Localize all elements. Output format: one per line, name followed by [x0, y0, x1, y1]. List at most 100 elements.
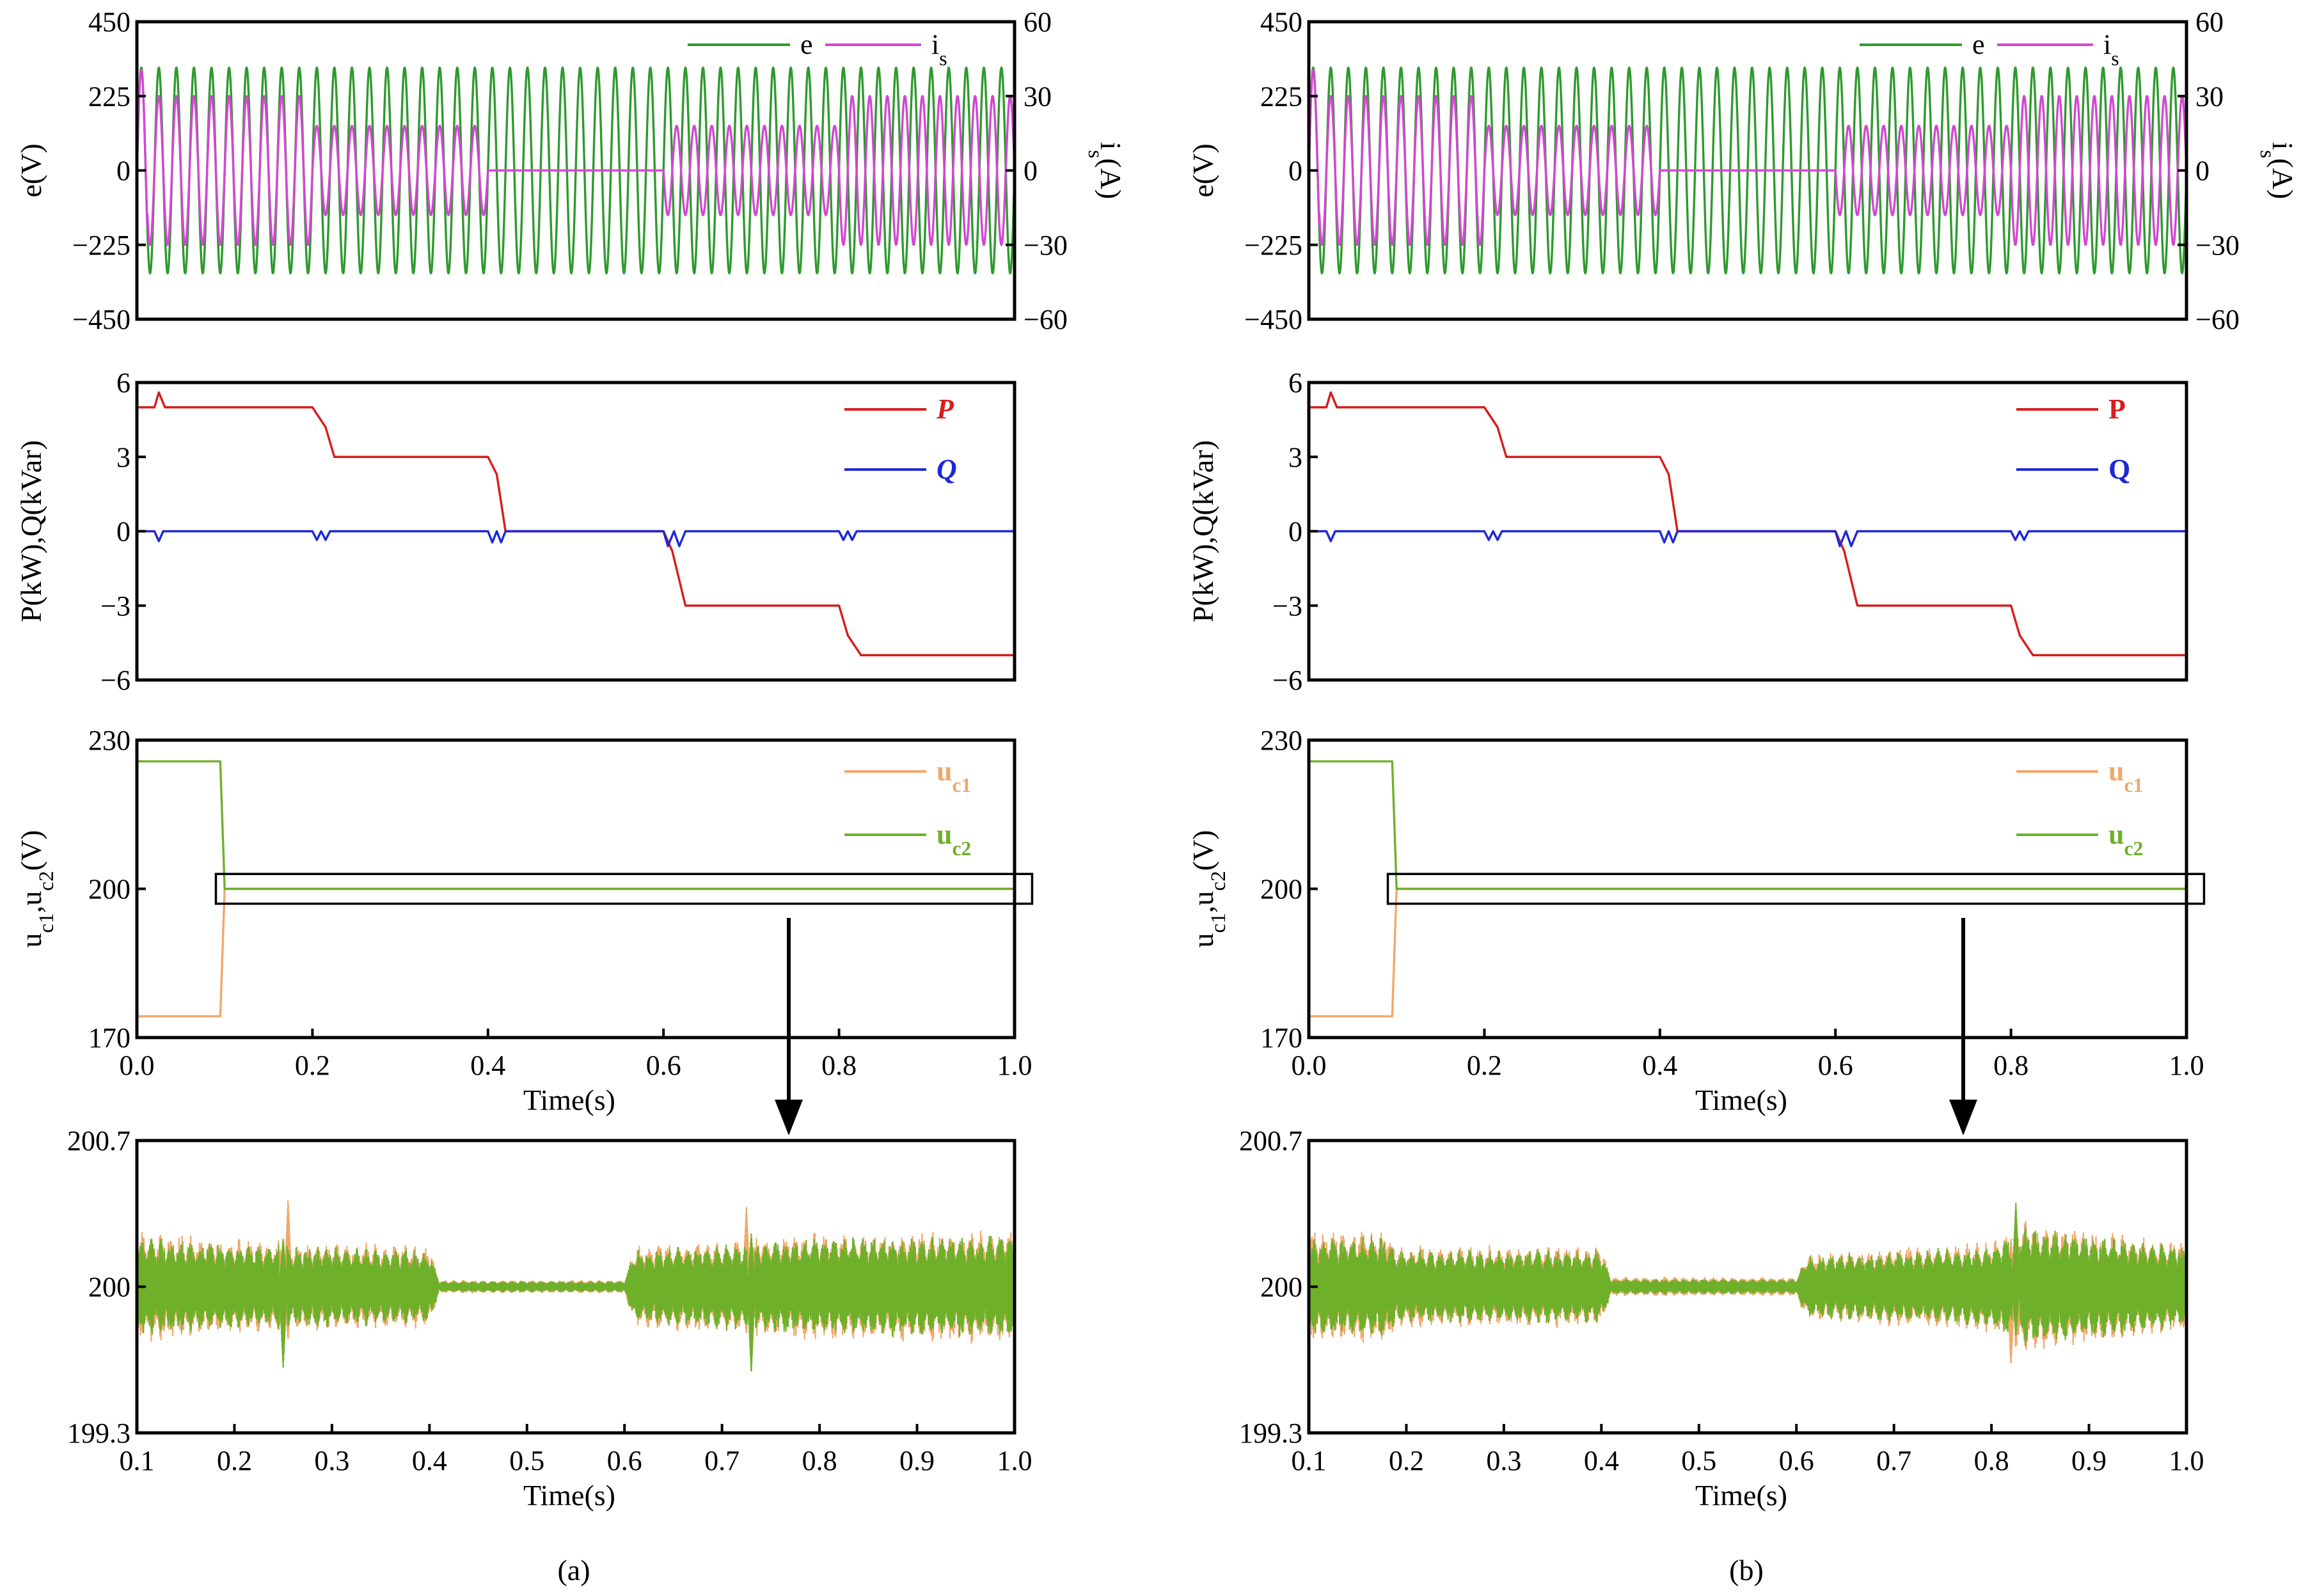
- y-tick-label: −450: [72, 304, 130, 335]
- y-tick-label: −225: [72, 230, 130, 261]
- y-right-tick-label: −60: [2195, 304, 2240, 335]
- y-tick-label: 200: [1260, 1272, 1302, 1303]
- series-line-is: [1309, 68, 2187, 246]
- legend-label-e: e: [1972, 29, 1985, 60]
- series-line-P: [1309, 391, 2187, 656]
- y-axis-label: e(V): [15, 143, 47, 197]
- x-tick-label: 0.8: [802, 1445, 837, 1476]
- zoom-arrows: [775, 918, 1977, 1135]
- x-tick-label: 1.0: [997, 1445, 1032, 1476]
- y-axis-label: P(kW),Q(kVar): [15, 440, 47, 622]
- series-line-uc2: [1309, 1203, 2187, 1347]
- y-tick-label: 200.7: [67, 1125, 130, 1157]
- series-line-uc2: [1309, 760, 2187, 890]
- legend-label-P: P: [936, 393, 954, 425]
- y-tick-label: 450: [88, 6, 130, 38]
- y-right-tick-label: −30: [1024, 230, 1068, 261]
- y-right-tick-label: 60: [1024, 6, 1052, 38]
- x-tick-label: 0.5: [509, 1445, 544, 1476]
- series-line-uc2: [137, 1233, 1015, 1371]
- chart-a-power: 6 3 0 −3 −6 P(kW),Q(kVar) PQ: [15, 367, 1016, 696]
- legend-label-P: P: [2108, 393, 2126, 425]
- y-tick-label: 225: [1260, 81, 1302, 112]
- x-axis-label: Time(s): [1695, 1084, 1787, 1116]
- chart-a-grid-voltage-current: 450 225 0 −225 −450 60 30 0 −30 −60 e(V) is(A) e is: [15, 6, 1127, 335]
- y-tick-label: 170: [1260, 1022, 1302, 1054]
- y-right-axis-label: is(A): [2256, 142, 2300, 200]
- y-right-tick-label: −60: [1024, 304, 1068, 335]
- x-tick-label: 0.4: [1642, 1050, 1677, 1081]
- x-axis-label: Time(s): [1695, 1479, 1787, 1512]
- chart-b-power: 6 3 0 −3 −6 P(kW),Q(kVar) PQ: [1187, 367, 2188, 696]
- y-axis-label: P(kW),Q(kVar): [1187, 440, 1219, 622]
- chart-a-capacitor-voltage-zoom: 200.7 200 199.30.1 0.2 0.3 0.4 0.5 0.6 0.7 0.8 0.9…: [67, 1125, 1032, 1512]
- y-tick-label: 200: [1260, 874, 1302, 905]
- legend-label-Q: Q: [2108, 454, 2130, 485]
- series-line-uc2: [137, 760, 1015, 890]
- x-tick-label: 0.1: [120, 1445, 155, 1476]
- y-tick-label: −225: [1244, 230, 1302, 261]
- x-tick-label: 0.2: [295, 1050, 330, 1081]
- y-tick-label: 225: [88, 81, 130, 112]
- x-tick-label: 0.7: [1876, 1445, 1911, 1476]
- series-line-uc1: [1309, 887, 2187, 1018]
- x-tick-label: 0.6: [1818, 1050, 1853, 1081]
- y-right-tick-label: 0: [1024, 155, 1038, 187]
- legend-label-uc2: uc2: [937, 819, 971, 860]
- y-tick-label: 450: [1260, 6, 1302, 38]
- x-tick-label: 1.0: [2169, 1050, 2204, 1081]
- series-line-uc1: [137, 887, 1015, 1018]
- y-tick-label: 200: [88, 1272, 130, 1303]
- y-tick-label: −450: [1244, 304, 1302, 335]
- x-tick-label: 1.0: [997, 1050, 1032, 1081]
- y-tick-label: −3: [1272, 590, 1302, 622]
- y-axis-label: uc1,uc2(V): [15, 830, 58, 948]
- x-tick-label: 0.5: [1681, 1445, 1716, 1476]
- series-line-P: [137, 391, 1015, 656]
- y-tick-label: 170: [88, 1022, 130, 1054]
- y-tick-label: −6: [100, 665, 130, 696]
- chart-b-grid-voltage-current: 450 225 0 −225 −450 60 30 0 −30 −60 e(V) is(A) e is: [1187, 6, 2299, 335]
- y-axis-label: uc1,uc2(V): [1187, 830, 1230, 948]
- x-tick-label: 0.1: [1292, 1445, 1327, 1476]
- y-tick-label: 6: [1288, 367, 1302, 399]
- x-tick-label: 0.9: [899, 1445, 935, 1476]
- zoom-region-box: [1386, 873, 2206, 905]
- x-tick-label: 0.6: [646, 1050, 681, 1081]
- series-line-Q: [137, 530, 1015, 548]
- x-tick-label: 0.4: [1584, 1445, 1619, 1476]
- x-tick-label: 1.0: [2169, 1445, 2204, 1476]
- x-tick-label: 0.2: [1467, 1050, 1502, 1081]
- y-tick-label: 3: [1288, 441, 1302, 473]
- x-tick-label: 0.2: [1389, 1445, 1424, 1476]
- legend-label-is: is: [931, 29, 947, 70]
- x-tick-label: 0.0: [120, 1050, 155, 1081]
- y-tick-label: 230: [88, 725, 130, 756]
- series-line-is: [137, 68, 1015, 246]
- y-tick-label: 200: [88, 874, 130, 905]
- y-tick-label: 6: [116, 367, 130, 399]
- x-tick-label: 0.0: [1292, 1050, 1327, 1081]
- x-tick-label: 0.2: [217, 1445, 252, 1476]
- y-tick-label: −6: [1272, 665, 1302, 696]
- legend-label-uc1: uc1: [937, 755, 971, 796]
- x-tick-label: 0.6: [1779, 1445, 1814, 1476]
- y-tick-label: 0: [1288, 516, 1302, 548]
- legend-label-Q: Q: [937, 454, 957, 485]
- x-tick-label: 0.4: [470, 1050, 505, 1081]
- x-tick-label: 0.6: [607, 1445, 642, 1476]
- x-tick-label: 0.3: [1486, 1445, 1521, 1476]
- x-axis-label: Time(s): [523, 1479, 615, 1512]
- y-right-tick-label: 60: [2195, 6, 2224, 38]
- x-tick-label: 0.8: [1993, 1050, 2028, 1081]
- y-right-tick-label: 0: [2195, 155, 2210, 187]
- x-tick-label: 0.3: [314, 1445, 349, 1476]
- y-tick-label: 199.3: [1239, 1418, 1302, 1449]
- x-tick-label: 0.8: [1974, 1445, 2009, 1476]
- y-tick-label: 3: [116, 441, 130, 473]
- y-tick-label: 0: [116, 516, 130, 548]
- x-tick-label: 0.4: [412, 1445, 447, 1476]
